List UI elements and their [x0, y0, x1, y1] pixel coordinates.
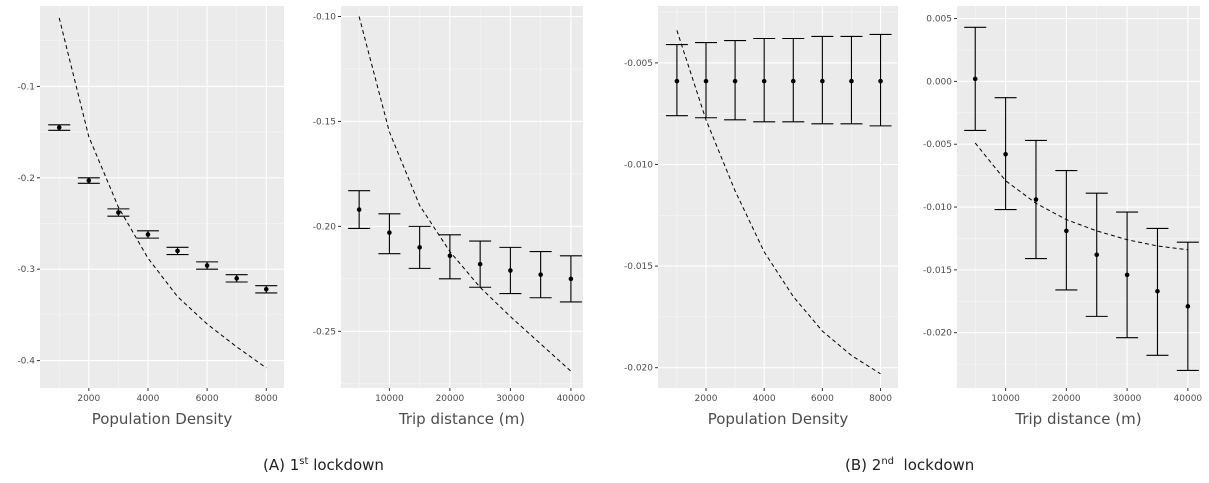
data-point [820, 78, 825, 84]
x-axis-label: Population Density [708, 410, 849, 428]
chart-panel-1: 2000 4000 6000 8000 -0.1 -0.2 -0.3 -0.4 Populati… [17, 6, 284, 428]
x-axis-label: Trip distance (m) [398, 410, 525, 428]
data-point [761, 78, 767, 84]
data-point [568, 276, 574, 282]
chart-panels: 2000 4000 6000 8000 -0.1 -0.2 -0.3 -0.4 Populati… [17, 6, 1202, 428]
x-tick-label: 8000 [255, 394, 278, 404]
data-point [1185, 304, 1191, 309]
y-tick-label: -0.020 [624, 364, 653, 374]
x-tick-label: 2000 [77, 394, 100, 404]
x-tick-label: 40000 [1174, 394, 1203, 404]
y-tick-label: 0.000 [926, 77, 952, 87]
x-tick-label: 8000 [869, 394, 892, 404]
x-tick-label: 2000 [695, 394, 718, 404]
x-tick-label: 10000 [375, 394, 404, 404]
data-point [477, 261, 483, 267]
x-axis-label: Trip distance (m) [1014, 410, 1141, 428]
x-tick-label: 40000 [557, 394, 586, 404]
x-tick-label: 10000 [991, 394, 1020, 404]
data-point [116, 210, 121, 215]
y-tick-label: -0.010 [923, 203, 952, 213]
data-point [849, 78, 854, 84]
data-point [674, 78, 680, 84]
panel-background [341, 6, 583, 388]
x-tick-label: 30000 [496, 394, 525, 404]
caption-b: (B) 2nd lockdown [845, 456, 974, 474]
data-point [1155, 288, 1160, 294]
data-point [732, 78, 738, 84]
data-point [508, 268, 513, 273]
y-tick-label: 0.005 [926, 15, 952, 25]
dashed-trend-line [58, 17, 267, 369]
chart-panel-4: 10000 20000 30000 40000 0.005 0.000 -0.005 -0.0… [923, 6, 1202, 428]
x-tick-label: 30000 [1113, 394, 1142, 404]
caption-a-label: (A) 1 [263, 456, 300, 474]
data-point [263, 287, 269, 292]
y-tick-label: -0.015 [624, 262, 653, 272]
caption-a-sup: st [299, 456, 309, 467]
data-point [1003, 151, 1008, 157]
x-tick-label: 6000 [196, 394, 219, 404]
data-point [175, 248, 180, 254]
panel-background [40, 6, 284, 388]
y-tick-label: -0.25 [313, 327, 336, 337]
y-tick-label: -0.015 [923, 266, 952, 276]
caption-b-rest: lockdown [894, 456, 975, 474]
x-tick-label: 4000 [136, 394, 159, 404]
y-tick-label: -0.20 [313, 222, 337, 232]
caption-a: (A) 1st lockdown [263, 456, 384, 474]
data-point [1064, 228, 1069, 234]
caption-a-rest: lockdown [308, 456, 384, 474]
dashed-trend-line [676, 30, 881, 375]
y-tick-label: -0.2 [17, 174, 35, 184]
data-point [878, 78, 883, 84]
y-tick-label: -0.15 [313, 117, 336, 127]
data-point [972, 76, 978, 82]
data-point [447, 253, 453, 259]
data-point [204, 263, 210, 268]
data-point [56, 125, 62, 130]
chart-panel-3: 2000 4000 6000 8000 -0.005 -0.010 -0.015 -0.020… [624, 6, 898, 428]
x-tick-label: 6000 [811, 394, 834, 404]
data-point [703, 78, 709, 84]
y-tick-label: -0.1 [17, 82, 35, 92]
y-tick-label: -0.005 [624, 59, 653, 69]
data-point [1033, 197, 1039, 202]
data-point [538, 272, 543, 277]
y-tick-label: -0.020 [923, 329, 952, 339]
y-tick-label: -0.010 [624, 160, 653, 170]
data-point [234, 276, 239, 281]
y-tick-label: -0.10 [313, 12, 337, 22]
caption-b-sup: nd [881, 456, 894, 467]
data-point [1124, 272, 1130, 278]
chart-panel-2: 10000 20000 30000 40000 -0.10 -0.15 -0.20 -0.25… [313, 6, 586, 428]
panel-background [957, 6, 1200, 388]
data-point [1094, 252, 1100, 258]
data-point [790, 78, 796, 84]
data-point [86, 178, 92, 183]
y-tick-label: -0.005 [923, 140, 952, 150]
data-point [417, 245, 422, 250]
x-tick-label: 20000 [1052, 394, 1081, 404]
dashed-trend-line [974, 142, 1188, 251]
x-axis-label: Population Density [92, 410, 233, 428]
y-tick-label: -0.4 [17, 357, 35, 367]
x-tick-label: 4000 [753, 394, 776, 404]
caption-b-label: (B) 2 [845, 456, 882, 474]
x-tick-label: 20000 [436, 394, 465, 404]
data-point [145, 232, 151, 237]
data-point [387, 230, 392, 235]
data-point [356, 207, 362, 212]
panel-background [658, 6, 898, 388]
y-tick-label: -0.3 [17, 265, 35, 275]
